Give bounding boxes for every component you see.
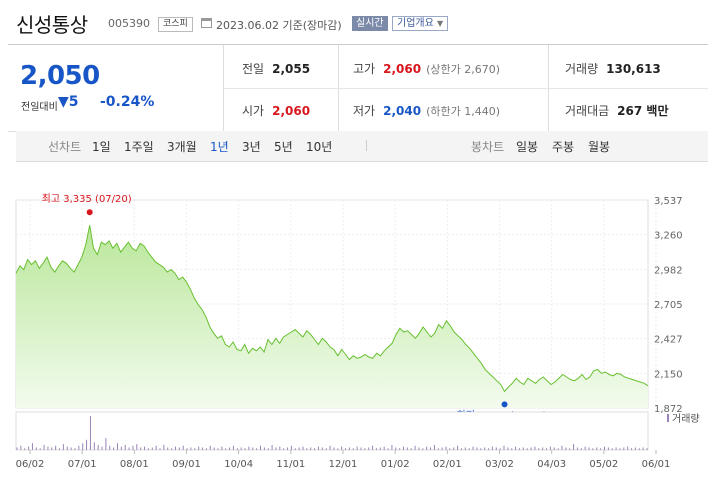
chart-tabs: 선차트 1일 1주일 3개월 1년 3년 5년 10년 봉차트 일봉 주봉 월봉 xyxy=(16,131,708,162)
tab-3m[interactable]: 3개월 xyxy=(167,140,197,154)
y-tick-label: 3,537 xyxy=(654,196,683,207)
change-percent: -0.24% xyxy=(100,94,155,110)
calendar-icon xyxy=(201,18,212,28)
down-arrow-icon: ▼ xyxy=(58,94,69,110)
stock-name: 신성통상 xyxy=(16,13,88,37)
x-tick-label: 06/01 xyxy=(642,459,671,470)
volume-legend: 거래량 xyxy=(672,413,700,425)
tab-5y[interactable]: 5년 xyxy=(274,140,293,154)
company-info-dropdown[interactable]: 기업개요 ▼ xyxy=(392,16,449,31)
y-tick-label: 1,872 xyxy=(654,404,683,415)
stock-code: 005390 xyxy=(108,17,150,30)
x-tick-label: 11/01 xyxy=(276,459,305,470)
x-tick-label: 05/02 xyxy=(589,459,618,470)
low-marker xyxy=(501,401,508,408)
tab-1y[interactable]: 1년 xyxy=(210,140,229,154)
line-chart-label: 선차트 xyxy=(48,140,82,154)
chevron-down-icon: ▼ xyxy=(437,19,444,28)
price-summary: 2,050 전일대비 ▼5 -0.24% 전일 2,055 고가 2,060 (상한가… xyxy=(8,44,708,132)
prev-close: 전일 2,055 xyxy=(242,62,311,76)
tab-3y[interactable]: 3년 xyxy=(242,140,261,154)
tab-monthly[interactable]: 월봉 xyxy=(588,140,611,154)
company-info-label: 기업개요 xyxy=(397,18,434,29)
x-tick-label: 02/01 xyxy=(433,459,462,470)
volume-legend-swatch xyxy=(667,414,669,422)
divider xyxy=(224,88,708,89)
tab-weekly[interactable]: 주봉 xyxy=(552,140,575,154)
x-tick-label: 12/01 xyxy=(329,459,358,470)
tab-10y[interactable]: 10년 xyxy=(306,140,333,154)
volume: 거래량 130,613 xyxy=(565,62,661,76)
x-tick-label: 03/02 xyxy=(485,459,514,470)
realtime-button[interactable]: 실시간 xyxy=(352,16,388,31)
y-tick-label: 2,427 xyxy=(654,335,683,346)
x-tick-label: 09/01 xyxy=(172,459,201,470)
candle-chart-label: 봉차트 xyxy=(471,140,505,154)
high-price: 고가 2,060 (상한가 2,670) xyxy=(353,62,500,76)
x-tick-label: 01/02 xyxy=(381,459,410,470)
stock-header: 신성통상 005390 코스피 2023.06.02 기준(장마감) 실시간 기… xyxy=(0,0,708,42)
tab-1d[interactable]: 1일 xyxy=(92,140,111,154)
open-price: 시가 2,060 xyxy=(242,104,311,118)
tab-1w[interactable]: 1주일 xyxy=(124,140,154,154)
price-chart[interactable]: 3,537 3,260 2,982 2,705 2,427 2,150 1,872 최고 3,… xyxy=(0,190,708,482)
current-price: 2,050 xyxy=(20,61,100,91)
date-text: 2023.06.02 기준(장마감) xyxy=(216,19,342,32)
low-price: 저가 2,040 (하한가 1,440) xyxy=(353,104,500,118)
y-tick-label: 2,705 xyxy=(654,300,683,311)
high-marker xyxy=(86,209,93,216)
tab-daily[interactable]: 일봉 xyxy=(516,140,539,154)
change-value: ▼5 xyxy=(58,94,79,110)
price-line xyxy=(15,225,649,393)
y-tick-label: 3,260 xyxy=(654,231,683,242)
divider xyxy=(366,140,367,151)
change-label: 전일대비 xyxy=(21,102,58,113)
price-area xyxy=(16,225,648,408)
volume-frame xyxy=(15,411,649,451)
divider xyxy=(223,45,224,131)
market-badge: 코스피 xyxy=(158,17,193,32)
y-tick-label: 2,982 xyxy=(654,265,683,276)
y-tick-label: 2,150 xyxy=(654,369,683,380)
trade-amount: 거래대금 267 백만 xyxy=(565,104,669,118)
x-tick-label: 06/02 xyxy=(16,459,45,470)
x-tick-label: 10/04 xyxy=(224,459,253,470)
x-tick-label: 07/01 xyxy=(68,459,97,470)
x-tick-label: 08/01 xyxy=(120,459,149,470)
high-annotation: 최고 3,335 (07/20) xyxy=(42,193,132,205)
x-tick-label: 04/03 xyxy=(537,459,566,470)
